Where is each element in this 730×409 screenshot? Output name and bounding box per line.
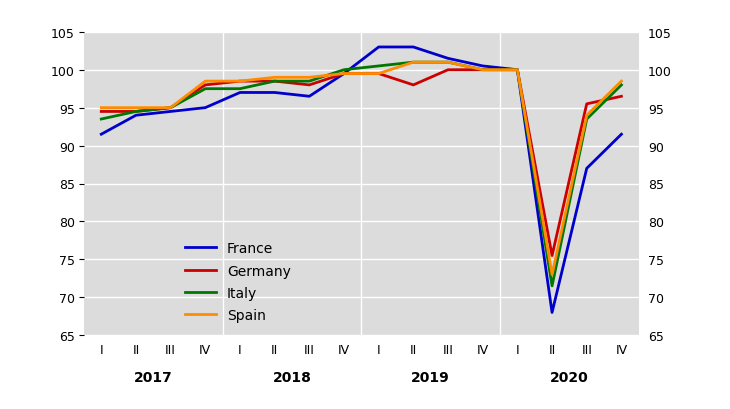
Germany <box>548 254 556 258</box>
Germany <box>270 79 279 84</box>
Text: 2018: 2018 <box>272 370 312 384</box>
Spain <box>444 61 453 65</box>
Italy <box>548 284 556 289</box>
France <box>444 57 453 62</box>
France <box>548 310 556 315</box>
Italy <box>478 68 487 73</box>
France <box>513 68 522 73</box>
France <box>478 64 487 69</box>
Spain <box>131 106 140 111</box>
France <box>201 106 210 111</box>
Italy <box>270 79 279 84</box>
Germany <box>478 68 487 73</box>
Line: Italy: Italy <box>101 63 621 286</box>
Text: 2020: 2020 <box>550 370 589 384</box>
Germany <box>166 106 175 111</box>
Line: Germany: Germany <box>101 70 621 256</box>
Legend: France, Germany, Italy, Spain: France, Germany, Italy, Spain <box>185 242 291 322</box>
France <box>374 45 383 50</box>
France <box>583 166 591 171</box>
Italy <box>513 68 522 73</box>
Italy <box>131 110 140 115</box>
Italy <box>201 87 210 92</box>
Spain <box>166 106 175 111</box>
France <box>131 113 140 118</box>
Italy <box>97 117 106 122</box>
Spain <box>513 68 522 73</box>
Spain <box>478 68 487 73</box>
Italy <box>583 117 591 122</box>
France <box>339 72 348 77</box>
France <box>166 110 175 115</box>
Spain <box>97 106 106 111</box>
Germany <box>305 83 314 88</box>
Germany <box>339 72 348 77</box>
Germany <box>201 83 210 88</box>
Text: 2017: 2017 <box>134 370 173 384</box>
Spain <box>201 79 210 84</box>
Germany <box>583 102 591 107</box>
Spain <box>305 76 314 81</box>
Spain <box>409 61 418 65</box>
Germany <box>131 110 140 115</box>
Spain <box>548 272 556 277</box>
France <box>305 94 314 99</box>
Spain <box>374 72 383 77</box>
Germany <box>409 83 418 88</box>
Line: France: France <box>101 48 621 313</box>
Italy <box>236 87 245 92</box>
Italy <box>166 106 175 111</box>
France <box>270 91 279 96</box>
Spain <box>236 79 245 84</box>
France <box>409 45 418 50</box>
Italy <box>305 79 314 84</box>
Italy <box>444 61 453 65</box>
Germany <box>444 68 453 73</box>
France <box>97 133 106 137</box>
Line: Spain: Spain <box>101 63 621 275</box>
Italy <box>339 68 348 73</box>
Spain <box>583 113 591 118</box>
Germany <box>97 110 106 115</box>
France <box>617 133 626 137</box>
Spain <box>270 76 279 81</box>
Text: 2019: 2019 <box>411 370 450 384</box>
Italy <box>374 64 383 69</box>
Germany <box>617 94 626 99</box>
France <box>236 91 245 96</box>
Spain <box>617 79 626 84</box>
Germany <box>236 79 245 84</box>
Germany <box>513 68 522 73</box>
Italy <box>409 61 418 65</box>
Spain <box>339 72 348 77</box>
Italy <box>617 83 626 88</box>
Germany <box>374 72 383 77</box>
